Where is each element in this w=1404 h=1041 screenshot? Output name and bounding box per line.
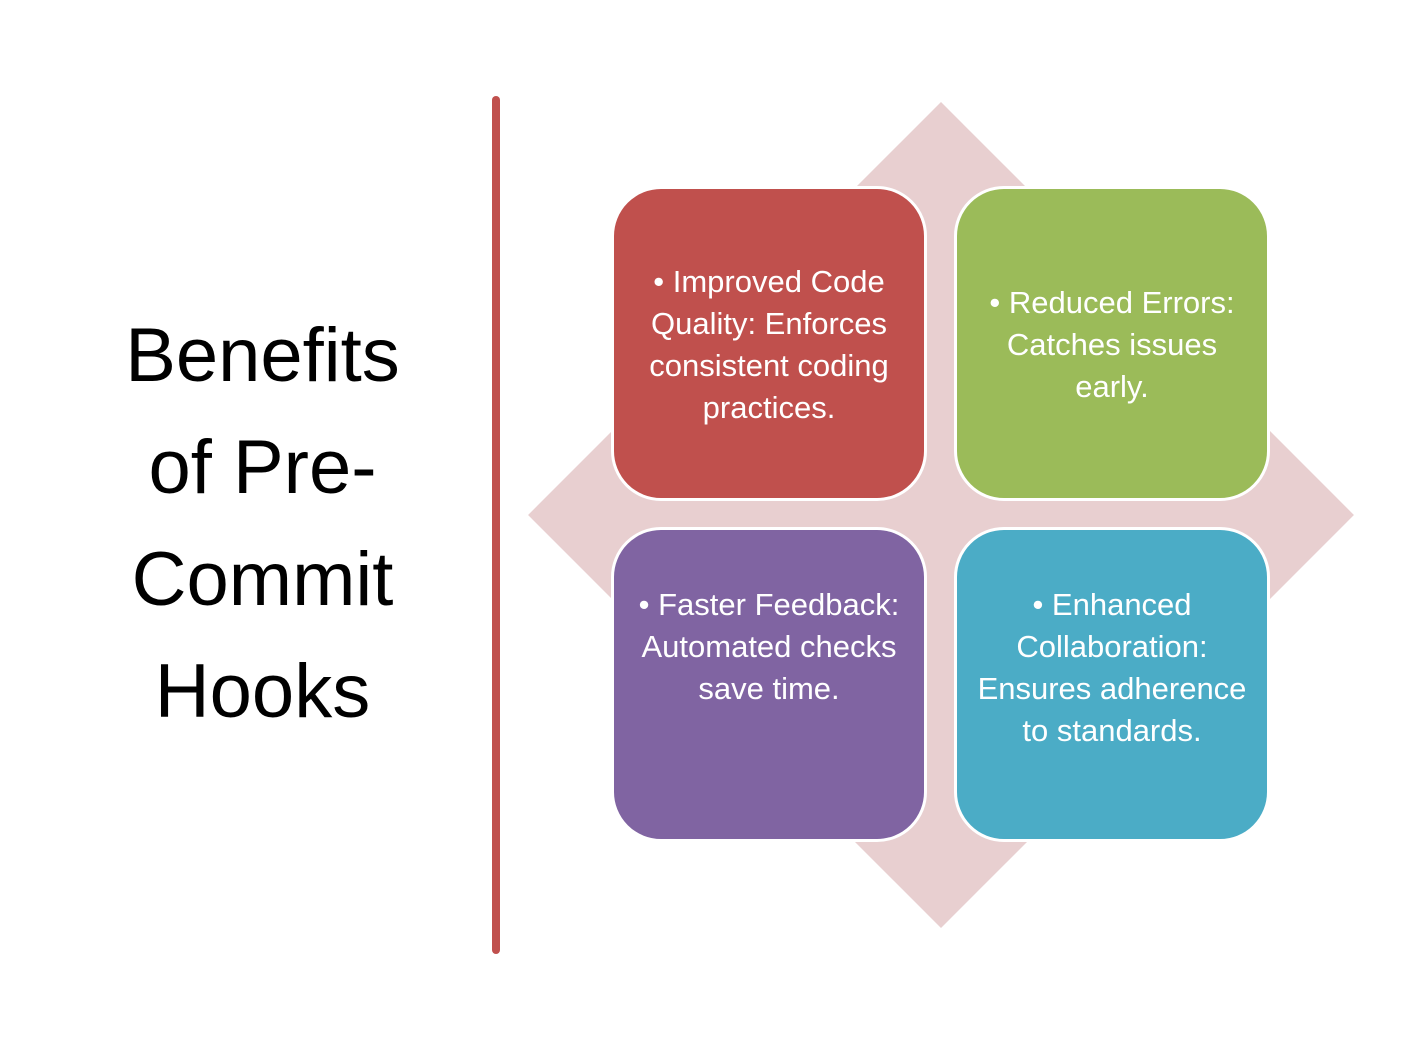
benefit-box-faster-feedback: • Faster Feedback: Automated checks save… [611,527,927,842]
benefit-box-collaboration: • Enhanced Collaboration: Ensures adhere… [954,527,1270,842]
benefit-text-faster-feedback: • Faster Feedback: Automated checks save… [638,587,900,706]
benefit-text-code-quality: • Improved Code Quality: Enforces consis… [649,264,889,425]
vertical-divider [492,96,500,954]
benefit-box-code-quality: • Improved Code Quality: Enforces consis… [611,186,927,501]
benefit-text-reduced-errors: • Reduced Errors: Catches issues early. [989,285,1235,404]
slide-title: Benefits of Pre- Commit Hooks [125,313,400,734]
benefit-text-collaboration: • Enhanced Collaboration: Ensures adhere… [977,587,1247,748]
benefit-box-reduced-errors: • Reduced Errors: Catches issues early. [954,186,1270,501]
